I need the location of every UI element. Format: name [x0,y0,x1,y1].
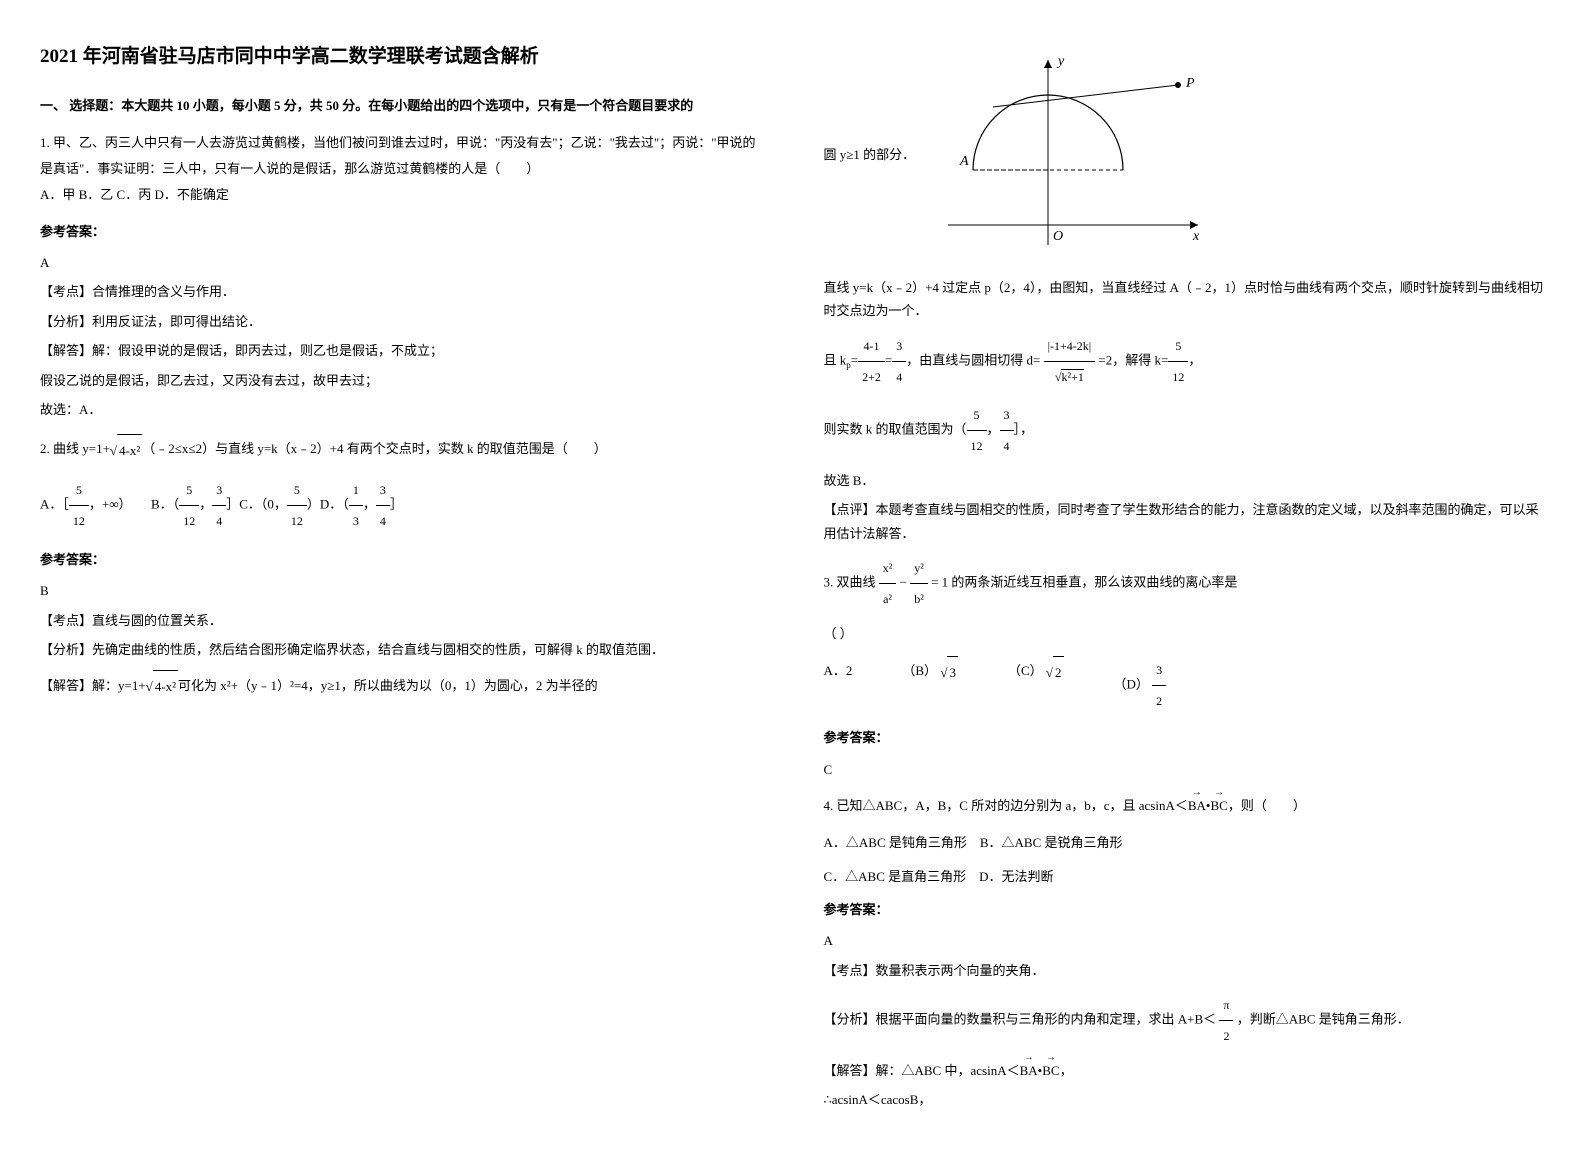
question-4: 4. 已知△ABC，A，B，C 所对的边分别为 a，b，c，且 acsinA＜B… [824,793,1548,819]
fraction: x²a² [879,553,897,614]
q4-options-1: A．△ABC 是钝角三角形 B．△ABC 是锐角三角形 [824,831,1548,854]
q2-conclusion: 故选 B． [824,469,1548,492]
svg-text:A: A [959,154,969,169]
question-1: 1. 甲、乙、丙三人中只有一人去游览过黄鹤楼，当他们被问到谁去过时，甲说："丙没… [40,130,764,208]
answer-label: 参考答案： [824,726,1548,749]
fraction: 34 [892,331,906,392]
left-column: 2021 年河南省驻马店市同中中学高二数学理联考试题含解析 一、 选择题：本大题… [40,40,764,1118]
q2-point: 【考点】直线与圆的位置关系． [40,609,764,632]
q2-text: 2. 曲线 y=1+√4-x²（﹣2≤x≤2）与直线 y=k（x﹣2）+4 有两… [40,433,764,467]
q3-answer: C [824,758,1548,781]
q2-answer: B [40,579,764,602]
q1-text: 1. 甲、乙、丙三人中只有一人去游览过黄鹤楼，当他们被问到谁去过时，甲说："丙没… [40,130,764,182]
q1-options: A．甲 B．乙 C．丙 D．不能确定 [40,182,764,208]
q4-answer: A [824,929,1548,952]
q4-therefore: ∴acsinA＜cacosB， [824,1088,1548,1111]
q1-answer: A [40,251,764,274]
vector-icon: BC [1042,1059,1059,1082]
fraction: 512 [69,475,89,536]
q2-line-text: 直线 y=k（x﹣2）+4 过定点 p（2，4），由图知，当直线经过 A（﹣2，… [824,276,1548,323]
q3-paren: （ ） [824,622,1548,645]
coordinate-diagram: y x O A P [938,45,1218,265]
right-column: 圆 y≥1 的部分． y x O [824,40,1548,1118]
q2-options: A．［512，+∞） B．（512，34］C．（0，512）D．（13，34］ [40,475,764,536]
fraction: 4-12+2 [858,331,885,392]
fraction: 32 [1152,655,1166,716]
q4-analysis: 【分析】根据平面向量的数量积与三角形的内角和定理，求出 A+B＜ π2 ，判断△… [824,990,1548,1051]
sqrt-icon: √4-x² [146,670,178,704]
svg-text:x: x [1192,229,1200,244]
vector-icon: BA [1020,1059,1038,1082]
fraction: 512 [967,400,987,461]
q4-solve: 【解答】解：△ABC 中，acsinA＜BA•BC， [824,1059,1548,1082]
q2-kp: 且 kp=4-12+2=34，由直线与圆相切得 d= |-1+4-2k|√k²+… [824,331,1548,392]
sqrt-icon: √4-x² [110,434,142,468]
q2-solve: 【解答】解：y=1+√4-x²可化为 x²+（y﹣1）²=4，y≥1，所以曲线为… [40,670,764,704]
vector-icon: BC [1210,793,1227,819]
section-header: 一、 选择题：本大题共 10 小题，每小题 5 分，共 50 分。在每小题给出的… [40,94,764,117]
svg-text:P: P [1185,76,1195,91]
fraction: y²b² [910,553,928,614]
svg-text:y: y [1056,54,1065,69]
q1-solve2: 假设乙说的是假话，即乙去过，又丙没有去过，故甲去过； [40,369,764,392]
q2-diagram-row: 圆 y≥1 的部分． y x O [824,40,1548,270]
q4-point: 【考点】数量积表示两个向量的夹角． [824,959,1548,982]
fraction: 512 [179,475,199,536]
fraction: 512 [1168,331,1188,392]
q1-solve3: 故选：A． [40,398,764,421]
q3-options: A．2 （B） √3 （C） √2 （D） 32 [824,655,1548,716]
svg-text:O: O [1053,229,1063,244]
q1-point: 【考点】合情推理的含义与作用． [40,280,764,303]
sqrt-icon: √2 [1046,656,1064,690]
q2-range: 则实数 k 的取值范围为（512，34］， [824,400,1548,461]
answer-label: 参考答案： [40,548,764,571]
fraction: |-1+4-2k|√k²+1 [1044,331,1096,392]
q1-analysis: 【分析】利用反证法，即可得出结论． [40,310,764,333]
question-3: 3. 双曲线 x²a² − y²b² = 1 的两条渐近线互相垂直，那么该双曲线… [824,553,1548,614]
q2-analysis: 【分析】先确定曲线的性质，然后结合图形确定临界状态，结合直线与圆相交的性质，可解… [40,638,764,661]
fraction: 34 [376,475,390,536]
title: 2021 年河南省驻马店市同中中学高二数学理联考试题含解析 [40,40,764,74]
sqrt-icon: √3 [940,656,958,690]
fraction: 34 [1000,400,1014,461]
fraction: π2 [1219,990,1233,1051]
q2-comment: 【点评】本题考查直线与圆相交的性质，同时考查了学生数形结合的能力，注意函数的定义… [824,498,1548,545]
answer-label: 参考答案： [40,220,764,243]
fraction: 34 [212,475,226,536]
fraction: 512 [287,475,307,536]
vector-icon: BA [1188,793,1206,819]
fraction: 13 [349,475,363,536]
answer-label: 参考答案： [824,898,1548,921]
q4-options-2: C．△ABC 是直角三角形 D．无法判断 [824,865,1548,888]
question-2: 2. 曲线 y=1+√4-x²（﹣2≤x≤2）与直线 y=k（x﹣2）+4 有两… [40,433,764,536]
q1-solve1: 【解答】解：假设甲说的是假话，即丙去过，则乙也是假话，不成立； [40,339,764,362]
